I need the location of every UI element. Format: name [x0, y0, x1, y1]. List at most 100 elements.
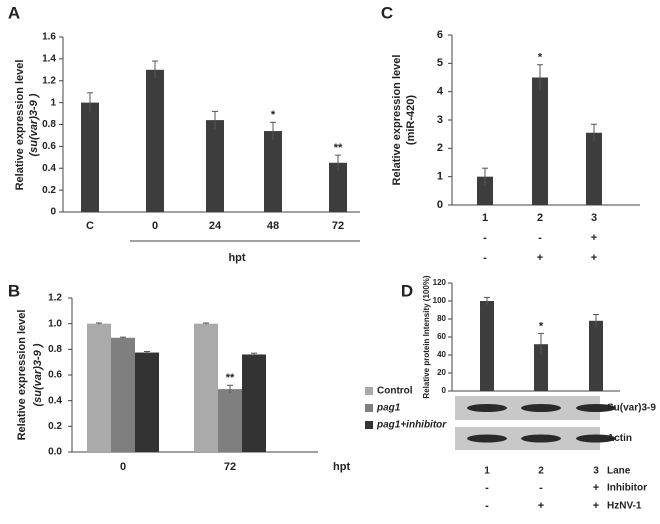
row-label: Inhibitor — [607, 483, 647, 494]
x-tick-label: 2 — [538, 466, 544, 477]
panel-letter: B — [8, 281, 20, 300]
annotation: * — [271, 109, 276, 121]
row-mark: - — [483, 252, 487, 264]
legend-swatch — [365, 387, 373, 395]
x-axis-label: hpt — [333, 461, 350, 473]
y-tick-label: 1.4 — [42, 54, 56, 65]
blot-label: Actin — [607, 433, 632, 444]
row-mark: - — [539, 482, 543, 494]
y-tick-label: 5 — [437, 57, 443, 69]
legend-swatch — [365, 421, 373, 429]
y-tick-label: 1 — [437, 171, 443, 183]
bar — [532, 77, 548, 205]
blot-label: Su(var)3-9 — [607, 403, 656, 414]
y-tick-label: 0 — [50, 207, 56, 218]
row-mark: + — [593, 482, 599, 494]
y-tick-label: 1 — [50, 97, 56, 108]
bar — [206, 120, 224, 212]
bar — [589, 320, 603, 391]
bar — [146, 69, 164, 212]
y-tick-label: 80 — [437, 314, 446, 323]
x-tick-label: C — [86, 220, 94, 232]
row-mark: - — [538, 232, 542, 244]
legend-label: pag1+inhibitor — [376, 420, 447, 431]
bar — [87, 323, 111, 452]
bar — [81, 102, 99, 212]
row-mark: + — [591, 252, 597, 264]
x-axis-label: hpt — [228, 252, 245, 264]
y-tick-label: 120 — [433, 278, 447, 287]
blot-band — [576, 434, 616, 443]
row-mark: - — [485, 500, 489, 512]
x-tick-label: 0 — [152, 220, 158, 232]
y-tick-label: 40 — [437, 350, 446, 359]
y-tick-label: 1.2 — [42, 75, 56, 86]
legend-label: pag1 — [376, 403, 401, 414]
bar — [111, 337, 135, 452]
y-tick-label: 0.0 — [48, 447, 62, 458]
bar — [242, 354, 266, 452]
y-axis-label: (su(var)3-9 ) — [28, 93, 40, 156]
y-tick-label: 1.0 — [48, 318, 62, 329]
blot-band — [576, 404, 616, 412]
x-tick-label: 1 — [482, 212, 488, 224]
x-tick-label: 24 — [209, 220, 222, 232]
bar — [534, 344, 548, 391]
bar — [264, 131, 282, 212]
x-tick-label: 72 — [224, 461, 236, 473]
y-axis-label: (miR-420) — [405, 95, 417, 145]
y-tick-label: 2 — [437, 142, 443, 154]
y-tick-label: 1.6 — [42, 32, 56, 43]
row-mark: + — [538, 500, 544, 512]
row-label: HzNV-1 — [607, 501, 642, 512]
y-axis-label: Relative protein Intensity (100%) — [422, 275, 431, 398]
blot-band — [467, 434, 507, 443]
bar — [480, 301, 494, 391]
bar — [194, 323, 218, 452]
y-tick-label: 0 — [437, 199, 443, 211]
row-mark: - — [483, 232, 487, 244]
annotation: ** — [226, 372, 235, 384]
y-tick-label: 100 — [433, 296, 447, 305]
bar — [329, 162, 347, 212]
legend-label: Control — [377, 386, 413, 397]
y-tick-label: 60 — [437, 332, 446, 341]
y-tick-label: 0.2 — [42, 185, 56, 196]
bar — [218, 389, 242, 452]
row-mark: + — [591, 232, 597, 244]
x-tick-label: 1 — [484, 466, 490, 477]
y-axis-label: Relative expression level — [14, 60, 26, 191]
y-tick-label: 0.4 — [42, 163, 56, 174]
x-axis-label: Lane — [607, 466, 631, 477]
y-axis-label: (su(var)3-9 ) — [32, 343, 44, 406]
x-tick-label: 0 — [120, 461, 126, 473]
y-tick-label: 4 — [437, 86, 444, 98]
row-mark: + — [593, 500, 599, 512]
y-tick-label: 1.2 — [48, 293, 62, 304]
x-tick-label: 3 — [593, 466, 599, 477]
panel-letter: A — [8, 3, 20, 22]
y-tick-label: 20 — [437, 368, 446, 377]
x-tick-label: 2 — [537, 212, 543, 224]
annotation: * — [539, 320, 544, 332]
annotation: * — [538, 52, 543, 64]
bar — [135, 352, 159, 452]
x-tick-label: 72 — [332, 220, 344, 232]
row-mark: - — [485, 482, 489, 494]
y-tick-label: 0.4 — [48, 395, 62, 406]
panel-letter: D — [401, 281, 413, 300]
legend-swatch — [365, 404, 373, 412]
panel-letter: C — [381, 3, 393, 22]
y-tick-label: 0.8 — [42, 119, 56, 130]
bar — [477, 176, 493, 205]
y-axis-label: Relative expression level — [391, 55, 403, 186]
y-tick-label: 0 — [442, 386, 447, 395]
row-mark: + — [537, 252, 543, 264]
y-tick-label: 3 — [437, 114, 443, 126]
y-tick-label: 6 — [437, 29, 443, 41]
y-tick-label: 0.6 — [42, 141, 56, 152]
x-tick-label: 48 — [267, 220, 279, 232]
blot-band — [467, 404, 507, 412]
bar — [586, 132, 602, 205]
